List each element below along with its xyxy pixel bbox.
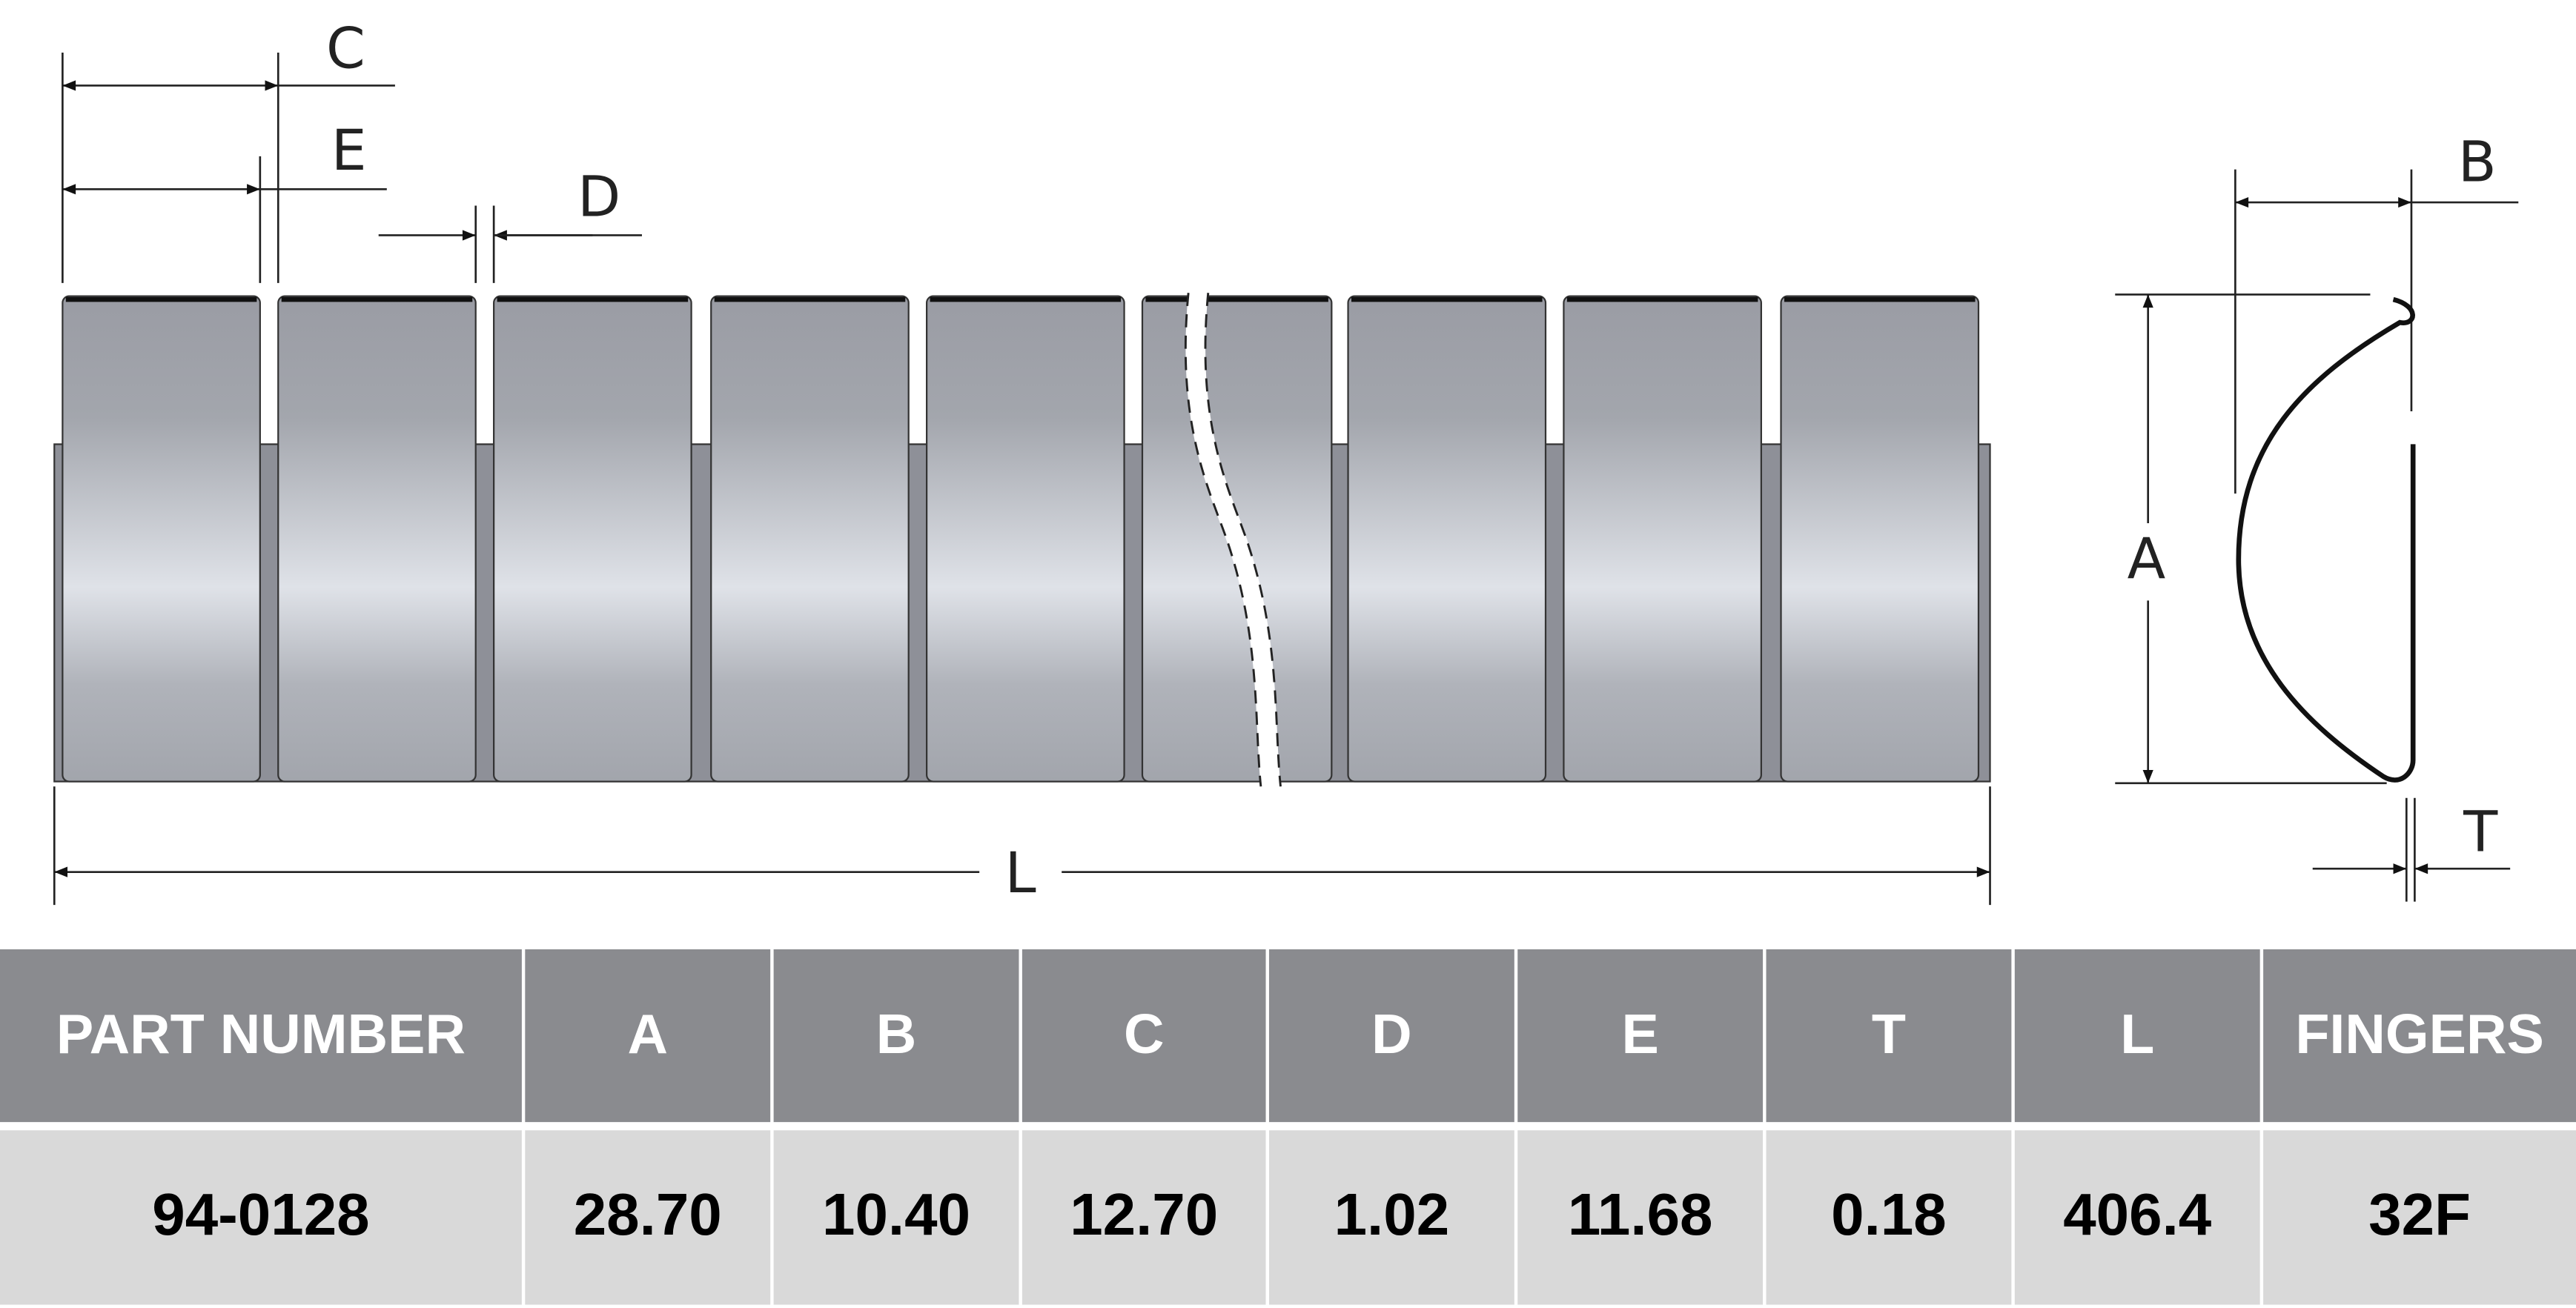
break-line: [1184, 293, 1282, 787]
body-cell: [1766, 1130, 2012, 1305]
finger: [62, 295, 261, 783]
header-text: D: [1371, 1003, 1412, 1065]
cell-text: 32F: [2368, 1181, 2471, 1247]
finger: [493, 295, 692, 783]
profile-view: [2236, 296, 2416, 783]
strip-drawing: [53, 295, 1991, 783]
dim-label: B: [2458, 130, 2497, 195]
header-cell: [525, 949, 771, 1123]
cell-text: 12.70: [1070, 1181, 1218, 1247]
finger: [1563, 295, 1762, 783]
body-cell: [2014, 1130, 2260, 1305]
header-text: B: [876, 1003, 917, 1065]
header-text: A: [627, 1003, 668, 1065]
header-text: C: [1124, 1003, 1165, 1065]
header-text: T: [1872, 1003, 1906, 1065]
finger: [1780, 295, 1980, 783]
cell-text: 10.40: [822, 1181, 970, 1247]
body-cell: [0, 1130, 522, 1305]
cell-text: 11.68: [1568, 1181, 1713, 1247]
header-cell: [1766, 949, 2012, 1123]
cell-text: 406.4: [2063, 1181, 2212, 1247]
body-cell: [773, 1130, 1019, 1305]
dim-label: C: [326, 16, 365, 82]
header-cell: [1268, 949, 1514, 1123]
header-text: FINGERS: [2295, 1003, 2543, 1065]
header-text: L: [2120, 1003, 2154, 1065]
header-text: PART NUMBER: [56, 1003, 466, 1065]
cell-text: 94-0128: [152, 1181, 369, 1247]
header-cell: [0, 949, 522, 1123]
cell-text: 28.70: [574, 1181, 722, 1247]
dim-label: E: [331, 118, 367, 183]
dim-label: T: [2463, 799, 2498, 864]
body-cell: [2263, 1130, 2576, 1305]
dim-label: A: [2128, 526, 2166, 591]
header-text: E: [1622, 1003, 1659, 1065]
dim-label: L: [1005, 840, 1036, 906]
cell-text: 1.02: [1334, 1181, 1450, 1247]
header-cell: [1022, 949, 1266, 1123]
finger: [926, 295, 1125, 783]
body-cell: [1268, 1130, 1514, 1305]
break-gap: [1185, 291, 1281, 788]
body-cell: [1022, 1130, 1266, 1305]
body-cell: [525, 1130, 771, 1305]
header-cell: [2014, 949, 2260, 1123]
header-cell: [773, 949, 1019, 1123]
finger: [277, 295, 477, 783]
dim-label: D: [577, 164, 620, 229]
finger: [1347, 295, 1547, 783]
body-cell: [1517, 1130, 1764, 1305]
header-cell: [1517, 949, 1764, 1123]
header-cell: [2263, 949, 2576, 1123]
finger: [710, 295, 910, 783]
dimensions: [53, 53, 2519, 906]
cell-text: 0.18: [1831, 1181, 1947, 1247]
spec-table: PART NUMBER A B C D E T L FINGERS 94-0128 28.70 10.…: [0, 949, 2576, 1305]
